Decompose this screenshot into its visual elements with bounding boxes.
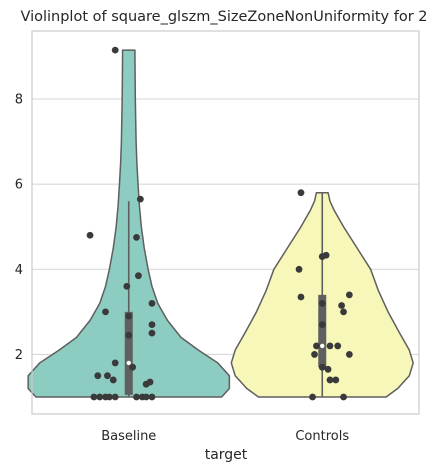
data-point-baseline-1 — [136, 195, 144, 203]
x-tick-label-controls: Controls — [295, 429, 349, 444]
data-point-controls-4 — [345, 291, 353, 299]
iqr-box-controls — [318, 294, 327, 368]
data-point-baseline-6 — [148, 299, 156, 307]
data-point-baseline-20 — [96, 393, 104, 401]
data-point-controls-19 — [309, 393, 316, 401]
data-point-baseline-24 — [133, 393, 140, 401]
data-point-baseline-5 — [123, 282, 131, 290]
data-point-baseline-23 — [111, 393, 119, 401]
data-point-controls-12 — [334, 342, 342, 350]
data-point-controls-16 — [324, 365, 332, 373]
strip-points — [86, 46, 353, 401]
data-point-baseline-12 — [111, 359, 119, 367]
data-point-baseline-19 — [90, 393, 98, 401]
data-point-controls-17 — [326, 376, 334, 384]
data-point-baseline-4 — [135, 272, 142, 280]
data-point-controls-20 — [340, 393, 347, 401]
violins — [27, 49, 414, 398]
iqr-box-baseline — [124, 311, 133, 395]
x-tick-labels: Baseline Controls — [101, 429, 349, 444]
data-point-baseline-26 — [142, 393, 150, 401]
y-tick-label-2: 2 — [15, 348, 23, 363]
data-point-controls-15 — [318, 363, 326, 371]
data-point-controls-18 — [332, 376, 340, 384]
data-point-controls-13 — [311, 351, 318, 358]
data-point-controls-5 — [297, 293, 305, 301]
data-point-baseline-9 — [148, 321, 156, 329]
y-tick-label-8: 8 — [15, 93, 23, 108]
y-tick-label-4: 4 — [15, 263, 23, 278]
inner-boxes — [124, 192, 327, 397]
data-point-baseline-0 — [111, 46, 119, 54]
x-axis-label: target — [205, 447, 248, 463]
data-point-controls-0 — [297, 189, 305, 197]
data-point-controls-7 — [338, 302, 345, 309]
data-point-baseline-15 — [104, 372, 111, 380]
x-tick-label-baseline: Baseline — [101, 429, 156, 444]
data-point-baseline-14 — [94, 372, 102, 380]
data-point-controls-6 — [318, 299, 326, 307]
data-point-baseline-3 — [133, 233, 140, 241]
data-point-baseline-18 — [142, 380, 150, 388]
data-point-controls-11 — [326, 342, 334, 350]
data-point-baseline-10 — [148, 329, 156, 337]
data-point-baseline-13 — [129, 363, 137, 371]
data-point-baseline-7 — [102, 308, 109, 316]
data-point-controls-14 — [345, 351, 353, 358]
data-point-baseline-22 — [106, 393, 113, 401]
data-point-baseline-8 — [125, 312, 133, 320]
data-point-controls-3 — [295, 265, 303, 273]
data-point-baseline-27 — [148, 393, 156, 401]
y-tick-label-6: 6 — [15, 178, 23, 193]
y-tick-labels: 2 4 6 8 — [15, 93, 23, 363]
data-point-controls-9 — [318, 321, 326, 329]
data-point-baseline-2 — [86, 231, 94, 239]
median-marker-controls — [320, 343, 325, 349]
data-point-controls-2 — [318, 253, 326, 260]
data-point-baseline-16 — [109, 376, 117, 384]
median-marker-baseline — [126, 360, 131, 366]
data-point-baseline-11 — [125, 331, 133, 339]
plot-frame — [31, 30, 420, 415]
chart-title: Violinplot of square_glszm_SizeZoneNonUn… — [20, 9, 427, 25]
data-point-controls-8 — [340, 308, 347, 316]
data-point-controls-10 — [313, 342, 320, 350]
